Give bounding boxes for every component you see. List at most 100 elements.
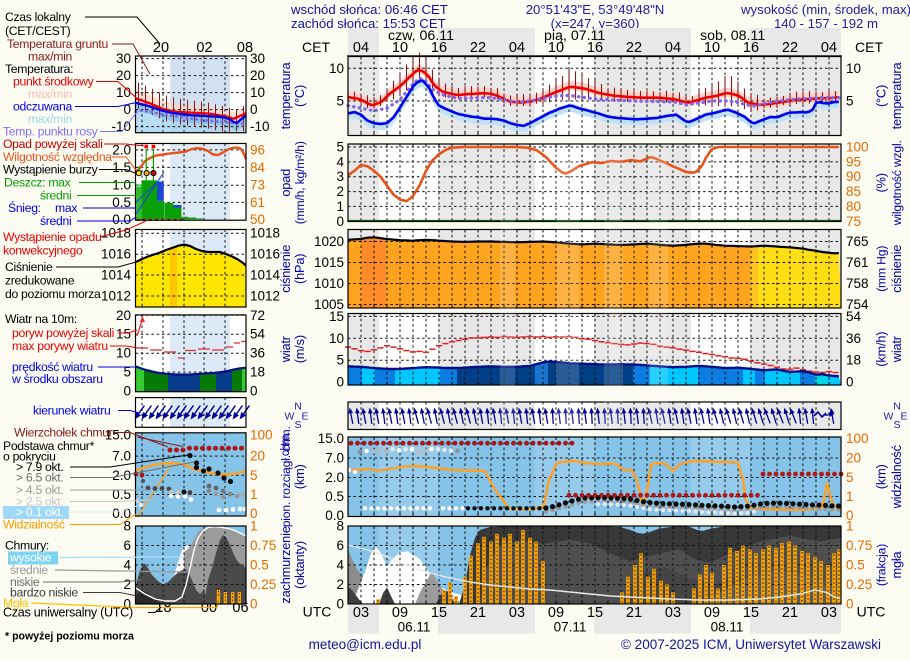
svg-text:0.0: 0.0 [112, 212, 131, 227]
svg-text:temperatura: temperatura [278, 62, 293, 130]
svg-text:54: 54 [250, 327, 266, 342]
svg-text:1: 1 [250, 487, 258, 502]
svg-text:20: 20 [846, 451, 861, 466]
svg-text:0: 0 [846, 508, 854, 523]
svg-text:02: 02 [196, 40, 212, 56]
svg-text:22: 22 [782, 40, 798, 56]
svg-text:pią, 07.11: pią, 07.11 [544, 28, 605, 44]
svg-text:niskie: niskie [10, 575, 40, 589]
svg-text:0: 0 [123, 597, 131, 612]
svg-text:(m/s): (m/s) [292, 335, 307, 363]
svg-text:5: 5 [336, 353, 344, 368]
svg-text:10: 10 [116, 346, 131, 361]
svg-text:poryw powyżej skali: poryw powyżej skali [12, 326, 114, 340]
svg-text:4: 4 [336, 558, 344, 573]
svg-text:-10: -10 [250, 119, 270, 134]
svg-text:100: 100 [846, 431, 869, 446]
svg-text:0: 0 [123, 102, 131, 117]
svg-text:średnie: średnie [10, 563, 48, 577]
svg-text:0.75: 0.75 [250, 538, 276, 553]
svg-text:6: 6 [123, 538, 131, 553]
svg-text:Chmury:: Chmury: [5, 539, 49, 553]
svg-text:> 4.5 okt.: > 4.5 okt. [16, 483, 63, 497]
svg-text:0: 0 [846, 597, 854, 612]
svg-text:wysokość (min, środek, max): wysokość (min, środek, max) [740, 2, 910, 17]
svg-text:20: 20 [250, 449, 265, 464]
svg-text:2: 2 [336, 184, 344, 199]
svg-text:Ciśnienie: Ciśnienie [5, 260, 53, 274]
svg-text:ciśnienie: ciśnienie [889, 245, 904, 293]
svg-text:0: 0 [250, 597, 258, 612]
svg-text:22: 22 [470, 40, 486, 56]
svg-text:3: 3 [336, 169, 344, 184]
svg-text:opad: opad [278, 169, 293, 197]
svg-text:03: 03 [509, 605, 525, 621]
svg-text:10: 10 [116, 85, 131, 100]
svg-text:W: W [285, 411, 295, 423]
svg-text:wysokie: wysokie [9, 551, 52, 565]
svg-text:09: 09 [548, 605, 564, 621]
svg-text:N: N [294, 401, 302, 413]
svg-text:0: 0 [336, 214, 344, 229]
svg-text:Widzialność: Widzialność [3, 518, 65, 532]
svg-text:0.25: 0.25 [846, 577, 872, 592]
svg-text:(km/h): (km/h) [874, 332, 889, 367]
svg-text:0: 0 [250, 102, 258, 117]
svg-text:1010: 1010 [314, 276, 344, 291]
svg-text:0: 0 [336, 597, 344, 612]
svg-text:1015: 1015 [314, 255, 344, 270]
svg-text:(hPa): (hPa) [292, 254, 307, 284]
svg-text:22: 22 [626, 40, 642, 56]
svg-text:36: 36 [846, 331, 861, 346]
svg-text:20: 20 [153, 40, 169, 56]
svg-text:czw, 06.11: czw, 06.11 [388, 28, 454, 44]
svg-text:36: 36 [250, 346, 265, 361]
svg-text:© 2007-2025 ICM, Uniwersytet W: © 2007-2025 ICM, Uniwersytet Warszawski [621, 637, 881, 652]
svg-text:15: 15 [743, 605, 759, 621]
svg-text:6: 6 [336, 538, 344, 553]
svg-text:04: 04 [509, 40, 525, 56]
svg-text:1012: 1012 [101, 289, 131, 304]
svg-text:5: 5 [336, 140, 344, 155]
svg-text:0.5: 0.5 [325, 489, 344, 504]
svg-text:61: 61 [250, 195, 265, 210]
svg-text:100: 100 [846, 140, 869, 155]
svg-text:18: 18 [250, 365, 265, 380]
svg-text:(km): (km) [292, 464, 307, 489]
svg-text:S: S [893, 419, 900, 431]
svg-text:7.0: 7.0 [112, 449, 131, 464]
svg-text:Czas uniwersalny (UTC): Czas uniwersalny (UTC) [3, 606, 133, 620]
svg-text:758: 758 [846, 276, 869, 291]
svg-text:8: 8 [336, 519, 344, 534]
svg-text:04: 04 [665, 40, 681, 56]
svg-text:temperatura: temperatura [889, 62, 904, 130]
svg-text:21: 21 [470, 605, 486, 621]
svg-text:prędkość wiatru: prędkość wiatru [12, 360, 93, 374]
svg-text:wiatr: wiatr [889, 335, 904, 363]
svg-text:Opad powyżej skali: Opad powyżej skali [3, 137, 103, 151]
svg-text:16: 16 [431, 40, 447, 56]
svg-text:04: 04 [821, 40, 837, 56]
svg-text:20: 20 [116, 68, 131, 83]
svg-text:ciśnienie: ciśnienie [278, 245, 293, 293]
svg-text:1: 1 [846, 519, 854, 534]
svg-text:E: E [900, 411, 907, 423]
svg-text:CET: CET [302, 39, 330, 55]
svg-text:30: 30 [116, 51, 131, 66]
svg-text:0: 0 [846, 375, 854, 390]
svg-text:90: 90 [846, 169, 861, 184]
svg-text:21: 21 [626, 605, 642, 621]
svg-text:Deszcz: max: Deszcz: max [4, 176, 71, 190]
svg-text:Mgła: Mgła [3, 596, 29, 610]
svg-text:UTC: UTC [303, 604, 332, 620]
svg-text:kierunek wiatru: kierunek wiatru [33, 404, 110, 418]
svg-text:18: 18 [846, 353, 861, 368]
svg-text:Wystąpienie burzy: Wystąpienie burzy [3, 163, 99, 177]
svg-text:08: 08 [237, 40, 253, 56]
svg-text:N: N [893, 401, 901, 413]
svg-text:mgła: mgła [889, 550, 904, 578]
svg-text:21: 21 [782, 605, 798, 621]
svg-text:Wystąpienie opadu: Wystąpienie opadu [3, 230, 101, 244]
svg-text:95: 95 [846, 154, 861, 169]
svg-text:10: 10 [329, 61, 344, 76]
